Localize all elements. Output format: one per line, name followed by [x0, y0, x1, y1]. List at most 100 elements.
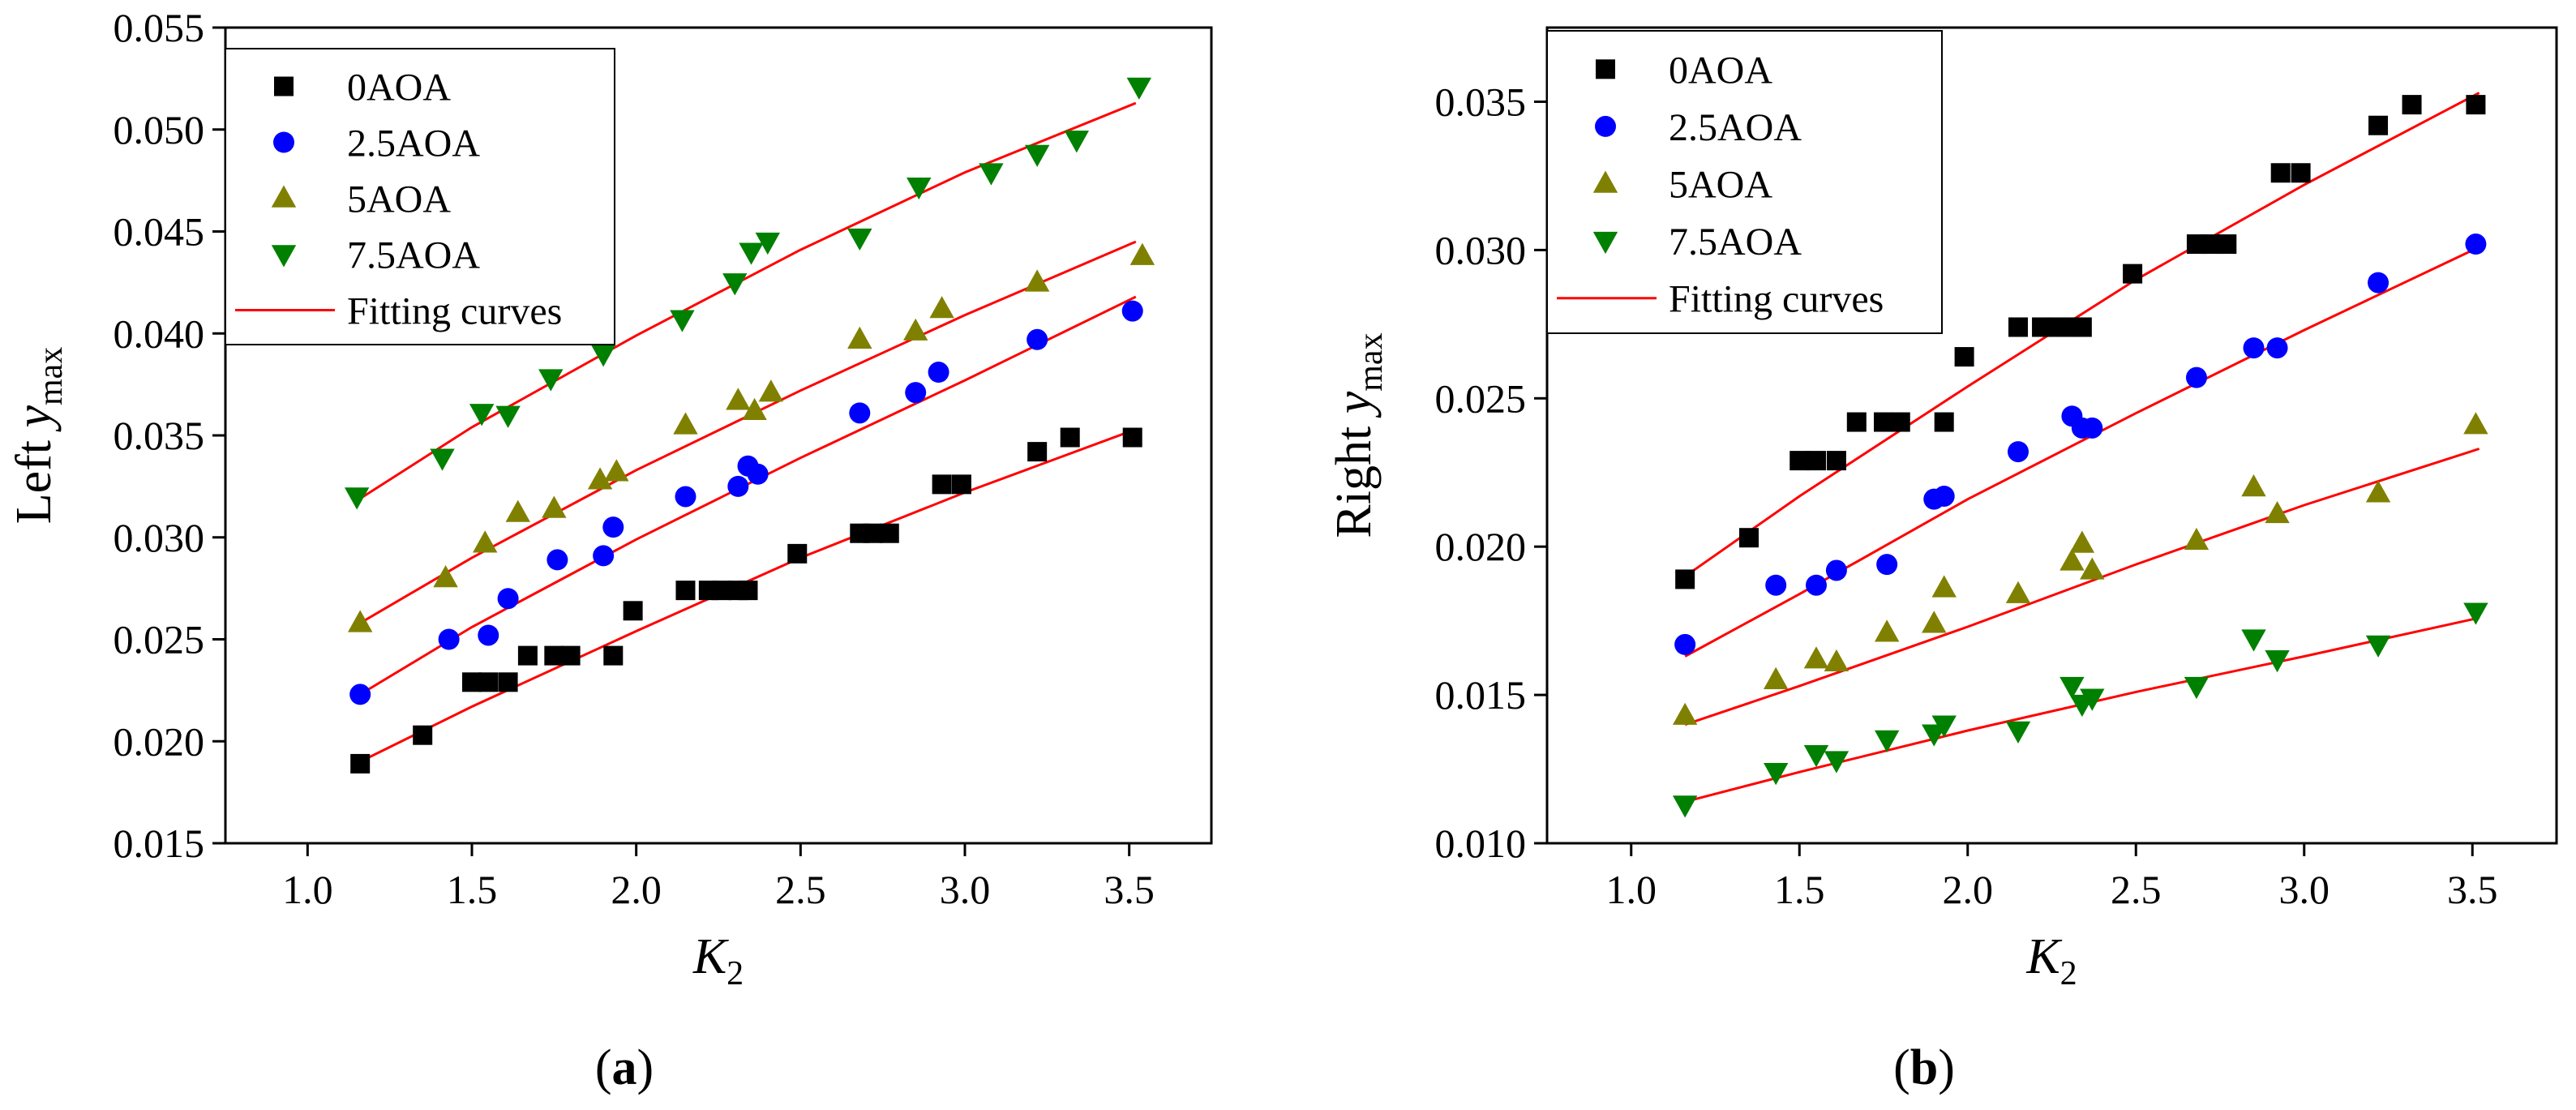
data-point-7.5AOA	[739, 242, 764, 265]
data-point-5AOA	[587, 467, 613, 490]
data-point-2.5AOA	[602, 516, 624, 538]
data-point-0AOA	[1826, 451, 1846, 471]
data-point-2.5AOA	[2081, 417, 2103, 439]
legend-label: 5AOA	[1669, 164, 1772, 207]
data-point-7.5AOA	[670, 310, 695, 332]
y-axis-title: Right ymax	[1327, 332, 1390, 538]
data-point-7.5AOA	[430, 448, 455, 471]
y-axis-title: Left ymax	[6, 347, 70, 525]
legend-label: Fitting curves	[1669, 278, 1884, 321]
chart-panel-b: 1.0 1.5 2.0 2.5 3.0 3.5 0.010 0.015 0.020 0.025 0.…	[1327, 26, 2558, 1095]
x-axis-variable: K	[2025, 929, 2063, 984]
legend-label: 7.5AOA	[1669, 221, 1802, 264]
data-point-7.5AOA	[1064, 131, 1090, 153]
data-point-5AOA	[1129, 242, 1155, 265]
data-point-2.5AOA	[1027, 328, 1048, 350]
data-point-2.5AOA	[497, 588, 519, 610]
data-point-7.5AOA	[1024, 144, 1050, 167]
data-point-0AOA	[1954, 347, 1974, 367]
data-point-5AOA	[2080, 557, 2105, 580]
data-point-0AOA	[1675, 569, 1695, 589]
y-tick-label: 0.055	[114, 5, 205, 50]
legend-label: 2.5AOA	[1669, 106, 1802, 149]
data-point-0AOA	[560, 645, 581, 666]
data-point-7.5AOA	[2080, 688, 2105, 711]
data-point-2.5AOA	[905, 382, 927, 404]
data-point-2.5AOA	[593, 545, 615, 567]
fit-curve-2.5AOA	[1684, 246, 2480, 658]
legend-label: 0AOA	[347, 66, 451, 109]
data-point-0AOA	[2123, 264, 2143, 284]
data-point-0AOA	[2270, 163, 2291, 183]
data-point-5AOA	[2241, 474, 2266, 497]
data-point-0AOA	[2291, 163, 2311, 183]
legend-marker-2.5AOA	[273, 131, 294, 153]
x-axis-variable: K	[692, 929, 730, 984]
data-point-0AOA	[1789, 451, 1810, 471]
data-point-0AOA	[1807, 451, 1826, 471]
data-point-2.5AOA	[1674, 633, 1696, 655]
data-point-0AOA	[517, 645, 538, 666]
data-point-5AOA	[758, 379, 784, 402]
data-point-5AOA	[2184, 527, 2210, 551]
legend-marker-5AOA	[1592, 170, 1618, 193]
data-point-2.5AOA	[727, 475, 749, 497]
data-point-7.5AOA	[2060, 676, 2085, 700]
data-point-2.5AOA	[438, 628, 460, 650]
data-point-7.5AOA	[1126, 77, 1152, 100]
x-axis-subscript: 2	[2060, 955, 2077, 992]
x-tick-label: 2.5	[2111, 867, 2162, 912]
data-point-5AOA	[1874, 619, 1900, 642]
data-point-5AOA	[1764, 666, 1789, 689]
data-point-5AOA	[473, 530, 498, 553]
data-point-0AOA	[863, 523, 883, 543]
legend-marker-7.5AOA	[271, 245, 297, 268]
data-point-0AOA	[1874, 412, 1893, 432]
data-point-7.5AOA	[755, 232, 780, 255]
y-axis-prefix: Left	[6, 428, 62, 525]
data-point-2.5AOA	[928, 362, 949, 384]
data-point-5AOA	[1824, 649, 1849, 672]
x-tick-label: 1.5	[447, 867, 498, 912]
x-tick-label: 3.0	[2279, 867, 2330, 912]
data-point-0AOA	[932, 474, 952, 495]
data-point-0AOA	[478, 672, 499, 692]
data-point-0AOA	[413, 725, 433, 745]
fit-curve-5AOA	[359, 240, 1137, 624]
data-point-2.5AOA	[2465, 234, 2487, 255]
data-point-0AOA	[462, 672, 482, 692]
data-point-2.5AOA	[1121, 300, 1143, 322]
data-point-0AOA	[712, 581, 732, 601]
data-point-7.5AOA	[2265, 649, 2290, 673]
fit-curve-7.5AOA	[1684, 616, 2480, 804]
x-tick-label: 1.5	[1774, 867, 1825, 912]
data-point-2.5AOA	[349, 684, 371, 705]
y-axis-prefix: Right	[1327, 414, 1382, 538]
data-point-5AOA	[1922, 611, 1947, 633]
data-point-5AOA	[929, 296, 954, 319]
data-point-0AOA	[544, 645, 564, 666]
legend-marker-2.5AOA	[1595, 115, 1616, 137]
data-point-0AOA	[2072, 317, 2092, 337]
legend-marker-0AOA	[274, 76, 294, 96]
data-point-0AOA	[498, 672, 518, 692]
panel-label-letter: b	[1910, 1040, 1938, 1095]
panel-label-letter: a	[612, 1040, 637, 1095]
y-axis-subscript: max	[1352, 332, 1390, 391]
data-point-7.5AOA	[538, 369, 564, 392]
data-point-0AOA	[1890, 412, 1910, 432]
fit-curve-5AOA	[1684, 448, 2480, 726]
legend-label: 2.5AOA	[347, 122, 480, 165]
y-tick-label: 0.045	[114, 209, 205, 255]
data-point-0AOA	[879, 523, 899, 543]
data-point-2.5AOA	[1933, 485, 1955, 507]
data-point-7.5AOA	[2005, 721, 2031, 744]
y-tick-label: 0.040	[114, 311, 205, 356]
fit-curve-7.5AOA	[356, 101, 1137, 502]
data-point-2.5AOA	[2266, 337, 2288, 359]
data-point-7.5AOA	[1764, 763, 1789, 786]
data-point-5AOA	[2060, 548, 2085, 571]
y-tick-label: 0.025	[114, 617, 205, 662]
data-point-5AOA	[1024, 269, 1050, 292]
x-axis-title: K2	[2025, 929, 2077, 992]
